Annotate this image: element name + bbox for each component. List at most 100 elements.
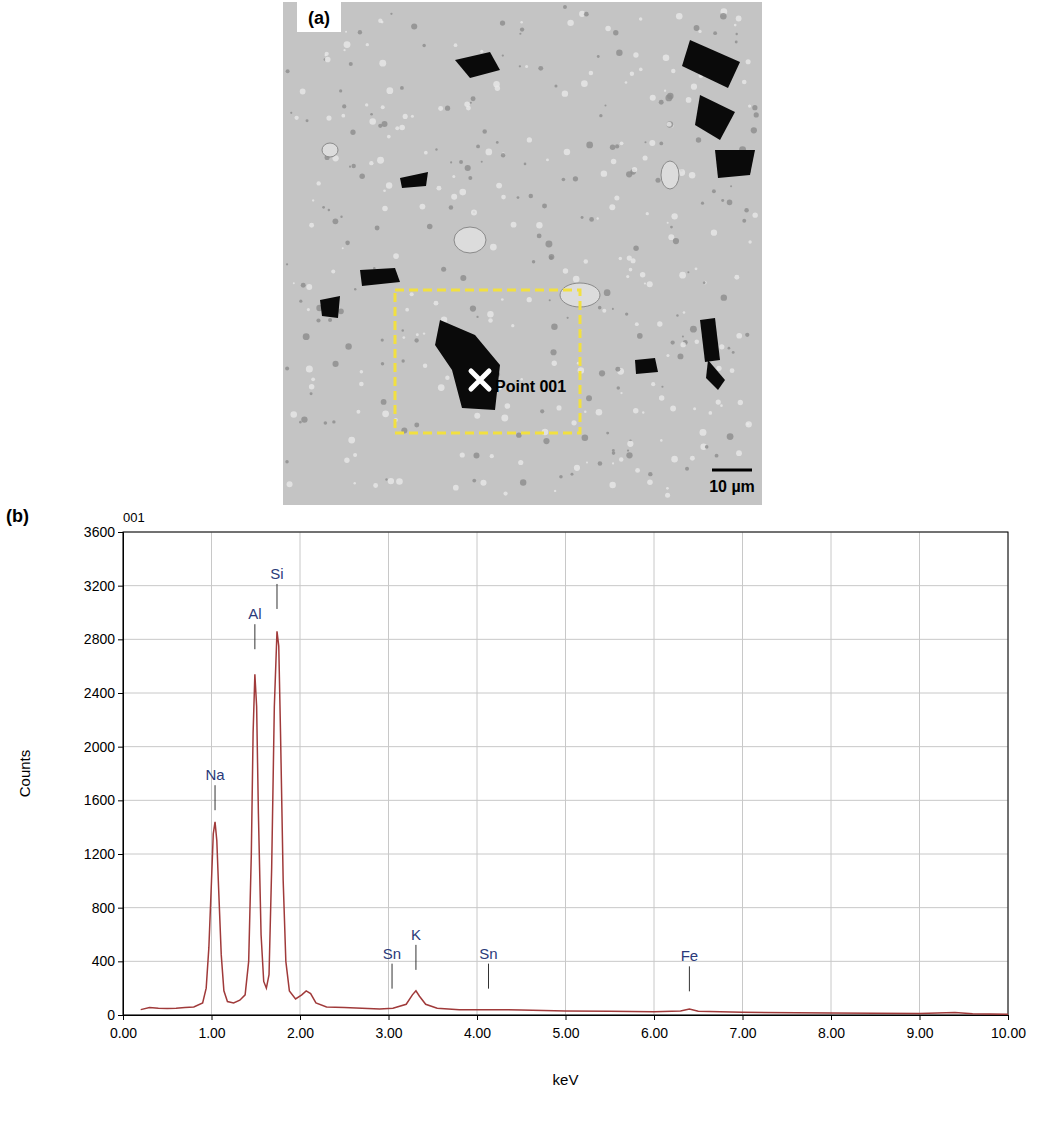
speck [711,229,717,235]
speck [655,178,660,183]
speck [427,224,433,230]
speck [381,362,384,365]
speck [584,259,589,264]
speck [309,223,314,228]
tick-mark [118,693,123,694]
speck [574,465,580,471]
speck [353,453,357,457]
y-axis-title: Counts [16,750,33,798]
axis-line [124,1016,1009,1021]
tick-mark [118,747,123,748]
speck [294,116,298,120]
speck [445,376,449,380]
speck [423,332,425,334]
speck [480,50,483,53]
grid-line [919,532,920,1015]
speck [285,367,289,371]
speck [503,491,507,495]
speck [705,445,709,449]
speck [660,439,663,442]
speck [562,90,568,96]
speck [554,84,557,87]
speck [694,25,700,31]
speck [401,359,404,362]
tick: 3200 [84,578,123,594]
speck [328,318,332,322]
speck [379,60,386,67]
pore [695,95,735,140]
speck [556,405,561,410]
speck [474,413,480,419]
speck [698,30,701,33]
speck [381,105,385,109]
panel-label-ground [297,2,341,32]
speck [338,308,344,314]
speck [712,189,716,193]
speck [378,124,382,128]
speck [351,164,355,168]
speck [331,270,335,274]
speck [339,89,342,92]
tick: 1200 [84,846,123,862]
speck [703,281,706,284]
speck [480,480,486,486]
speck [454,43,458,47]
speck [381,21,384,24]
speck [659,395,664,400]
speck [450,161,452,163]
speck [511,222,517,228]
speck [644,282,646,284]
speck [470,305,476,311]
point-marker [471,371,489,389]
x-axis: 0.001.002.003.004.005.006.007.008.009.00… [110,1015,1026,1041]
speck [659,142,663,146]
tick: 1600 [84,792,123,808]
speck [647,281,653,287]
pore [700,318,720,362]
tick-label: 1600 [84,792,115,808]
speck [542,204,547,209]
speck [742,80,747,85]
speck [715,454,719,458]
speck [581,80,588,87]
tick-label: 2400 [84,685,115,701]
speck [728,347,731,350]
tick-mark [477,1015,478,1020]
speck [325,52,329,56]
tick-mark [389,1015,390,1020]
speck [602,309,606,313]
speck [635,468,640,473]
grid-line [477,532,478,1015]
speck [365,103,368,106]
speck [488,318,493,323]
speck [468,176,472,180]
speck [671,456,678,463]
speck [383,189,386,192]
speck [745,333,749,337]
pore [682,40,740,88]
tick: 4.00 [464,1015,491,1041]
speck [459,189,466,196]
speck [716,366,721,371]
speck [490,244,497,251]
tick: 0 [107,1007,123,1023]
speck [359,382,364,387]
speck [333,218,339,224]
speck [604,104,606,106]
speck [353,482,356,485]
speck [679,272,686,279]
speck [643,155,648,160]
speck [752,213,757,218]
speck [388,478,394,484]
speck [651,382,655,386]
speck [685,467,689,471]
speck [543,438,549,444]
pore [400,172,428,188]
tick: 5.00 [552,1015,579,1041]
speck [546,158,549,161]
speck [734,275,739,280]
tick-label: 6.00 [641,1025,668,1041]
speck [375,226,380,231]
speck [746,423,749,426]
tick: 3600 [84,524,123,540]
